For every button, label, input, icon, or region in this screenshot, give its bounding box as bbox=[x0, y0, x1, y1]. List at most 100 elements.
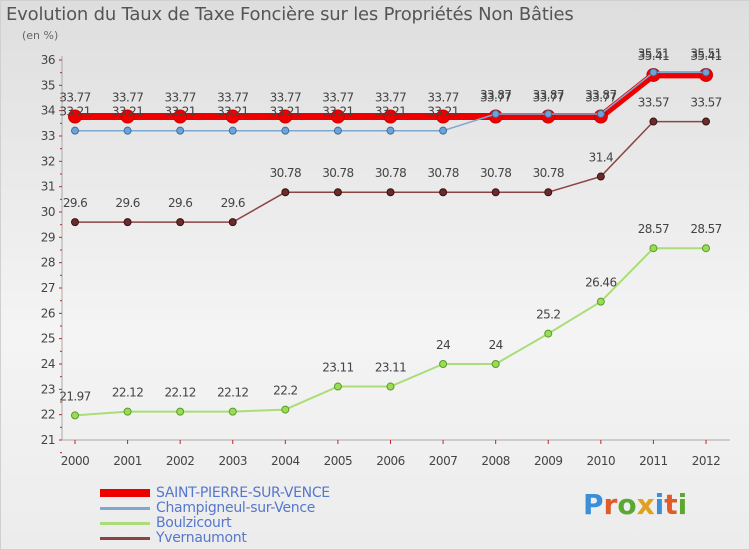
x-tick-label: 2004 bbox=[271, 454, 300, 468]
y-tick-label: 32 bbox=[41, 154, 55, 168]
data-label-3: 29.6 bbox=[63, 196, 87, 210]
x-tick-label: 2007 bbox=[429, 454, 458, 468]
data-point-1 bbox=[228, 126, 237, 135]
data-point-3 bbox=[123, 218, 132, 227]
data-label-2: 28.57 bbox=[638, 222, 669, 236]
data-label-3: 33.57 bbox=[638, 96, 669, 110]
data-label-2: 22.12 bbox=[112, 386, 143, 400]
data-point-2 bbox=[491, 360, 500, 368]
data-label-0: 33.77 bbox=[217, 90, 248, 104]
data-point-3 bbox=[228, 218, 237, 227]
data-label-2: 24 bbox=[489, 338, 503, 352]
logo-letter: i bbox=[654, 488, 665, 521]
data-label-3: 33.57 bbox=[690, 96, 721, 110]
data-label-0: 33.77 bbox=[270, 90, 301, 104]
data-point-2 bbox=[176, 407, 185, 416]
data-point-0 bbox=[173, 109, 188, 124]
data-label-1: 33.21 bbox=[270, 105, 301, 119]
data-point-0 bbox=[68, 109, 82, 124]
data-point-0 bbox=[225, 109, 240, 124]
data-point-3 bbox=[544, 188, 553, 197]
y-tick-label: 28 bbox=[41, 256, 55, 270]
data-label-0: 33.77 bbox=[375, 90, 406, 104]
y-tick-label: 24 bbox=[41, 357, 55, 371]
data-label-2: 24 bbox=[436, 338, 450, 352]
y-tick-label: 29 bbox=[41, 230, 55, 244]
data-label-3: 30.78 bbox=[427, 166, 458, 180]
data-point-0 bbox=[120, 109, 135, 124]
data-label-1: 33.21 bbox=[322, 105, 353, 119]
data-label-1: 33.87 bbox=[585, 88, 616, 102]
data-label-2: 28.57 bbox=[690, 222, 721, 236]
logo-letter: x bbox=[636, 488, 655, 521]
data-point-1 bbox=[439, 126, 448, 135]
data-point-2 bbox=[439, 360, 448, 368]
data-label-1: 35.51 bbox=[690, 46, 721, 60]
data-label-1: 33.21 bbox=[164, 105, 195, 119]
data-point-2 bbox=[386, 382, 395, 391]
data-point-2 bbox=[228, 407, 237, 416]
y-tick-label: 23 bbox=[41, 382, 55, 396]
data-point-3 bbox=[491, 188, 500, 197]
data-label-0: 33.77 bbox=[112, 90, 143, 104]
data-point-3 bbox=[333, 188, 342, 197]
data-point-1 bbox=[649, 68, 658, 77]
data-label-1: 33.21 bbox=[59, 105, 90, 119]
data-point-1 bbox=[281, 126, 290, 135]
legend-swatch bbox=[100, 506, 150, 510]
data-label-2: 22.12 bbox=[164, 386, 195, 400]
x-tick-label: 2005 bbox=[324, 454, 353, 468]
data-point-3 bbox=[176, 218, 185, 227]
data-point-1 bbox=[386, 126, 395, 135]
logo-letter: P bbox=[583, 488, 604, 521]
data-label-0: 35.41 bbox=[690, 49, 721, 63]
logo-letter: r bbox=[603, 488, 618, 521]
legend-label: Champigneul-sur-Vence bbox=[156, 500, 316, 516]
data-label-3: 29.6 bbox=[168, 196, 192, 210]
x-tick-label: 2003 bbox=[218, 454, 247, 468]
legend-item-boulzicourt: Boulzicourt bbox=[100, 515, 232, 531]
y-tick-label: 22 bbox=[41, 408, 55, 422]
data-label-0: 33.77 bbox=[322, 90, 353, 104]
data-label-2: 22.2 bbox=[273, 384, 297, 398]
y-tick-label: 25 bbox=[41, 332, 55, 346]
data-label-2: 21.97 bbox=[59, 389, 90, 403]
data-label-0: 33.77 bbox=[427, 90, 458, 104]
data-point-1 bbox=[702, 68, 710, 77]
x-tick-label: 2002 bbox=[166, 454, 195, 468]
legend-item-yvernaumont: Yvernaumont bbox=[100, 530, 247, 546]
data-point-1 bbox=[333, 126, 342, 135]
data-point-0 bbox=[383, 109, 398, 124]
data-label-1: 33.21 bbox=[112, 105, 143, 119]
data-point-1 bbox=[544, 109, 553, 118]
data-label-0: 33.77 bbox=[164, 90, 195, 104]
data-point-1 bbox=[123, 126, 132, 135]
data-label-2: 26.46 bbox=[585, 276, 616, 290]
legend-label: Boulzicourt bbox=[156, 515, 232, 531]
data-point-3 bbox=[439, 188, 448, 197]
data-point-1 bbox=[71, 126, 79, 135]
y-tick-label: 36 bbox=[41, 53, 55, 67]
legend-label: SAINT-PIERRE-SUR-VENCE bbox=[156, 485, 330, 501]
data-point-2 bbox=[333, 382, 342, 391]
x-tick-label: 2001 bbox=[113, 454, 142, 468]
x-tick-label: 2011 bbox=[639, 454, 668, 468]
data-label-0: 35.41 bbox=[638, 49, 669, 63]
y-tick-label: 30 bbox=[41, 205, 55, 219]
data-label-3: 30.78 bbox=[322, 166, 353, 180]
data-point-0 bbox=[436, 109, 451, 124]
legend-swatch bbox=[100, 489, 150, 497]
data-label-3: 29.6 bbox=[221, 196, 245, 210]
series-layer bbox=[68, 67, 713, 420]
data-point-1 bbox=[596, 109, 605, 118]
data-point-3 bbox=[649, 117, 658, 126]
chart-title: Evolution du Taux de Taxe Foncière sur l… bbox=[6, 4, 574, 25]
data-label-1: 33.21 bbox=[375, 105, 406, 119]
data-label-1: 33.21 bbox=[427, 105, 458, 119]
data-point-2 bbox=[544, 329, 553, 338]
data-point-3 bbox=[702, 117, 710, 126]
data-point-1 bbox=[491, 109, 500, 118]
data-label-0: 33.77 bbox=[533, 90, 564, 104]
